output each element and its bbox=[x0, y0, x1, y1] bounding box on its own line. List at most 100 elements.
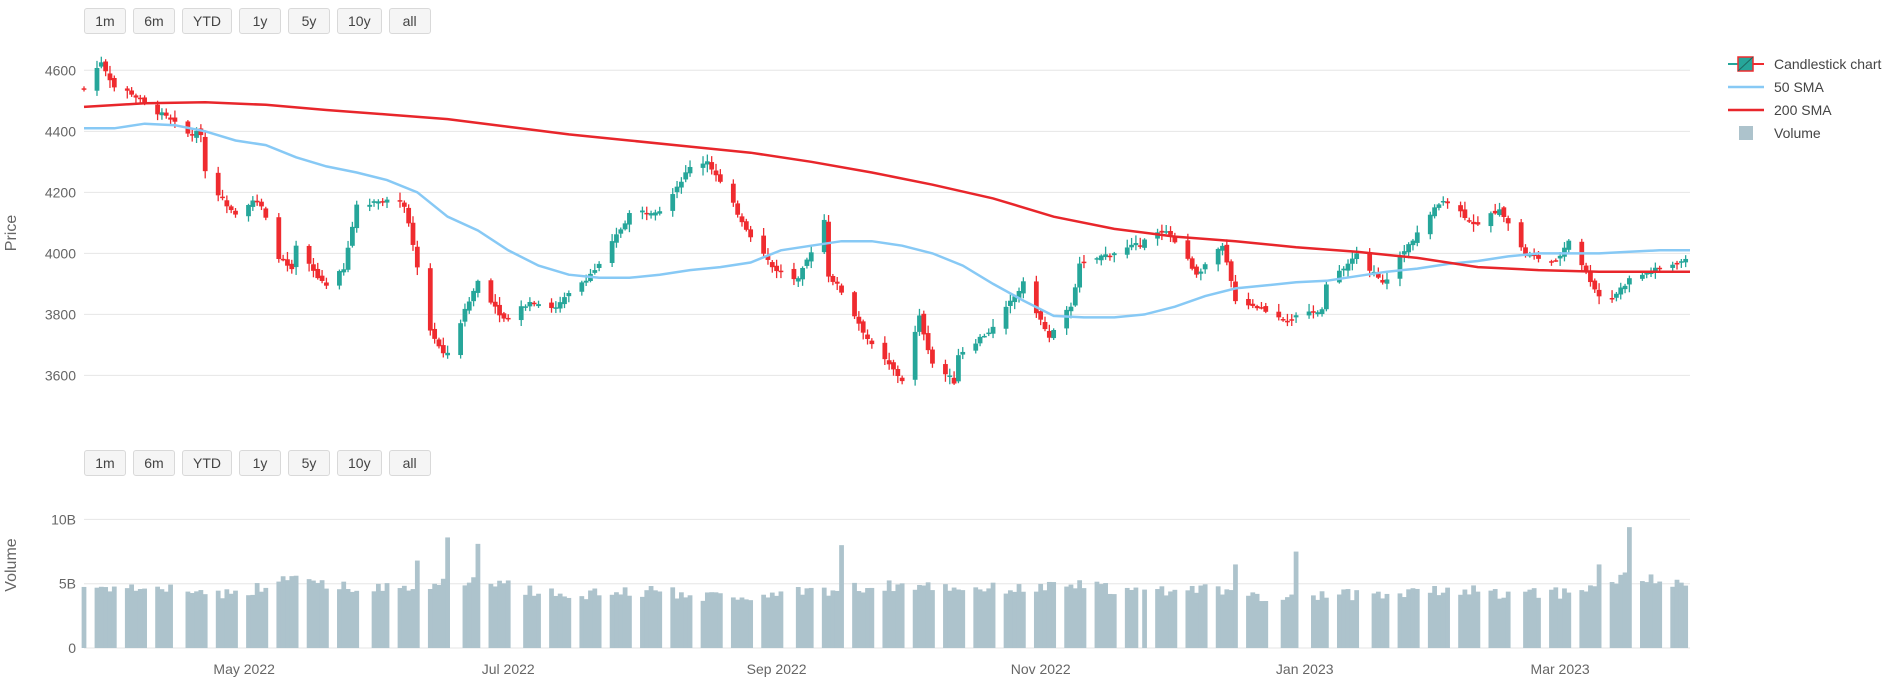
candle bbox=[1276, 303, 1282, 321]
candle bbox=[748, 225, 754, 242]
candle-body bbox=[1432, 207, 1437, 217]
candle-body bbox=[1072, 287, 1078, 306]
volume-bar bbox=[930, 590, 935, 648]
candle-body bbox=[168, 117, 173, 120]
candle bbox=[501, 311, 507, 322]
candle bbox=[427, 263, 433, 336]
candle-body bbox=[445, 352, 451, 356]
candle-body bbox=[384, 199, 390, 203]
candle bbox=[198, 124, 204, 143]
candle-body bbox=[215, 172, 221, 196]
candle-body bbox=[1497, 209, 1502, 216]
volume-bar bbox=[1246, 595, 1251, 648]
candle bbox=[1432, 204, 1437, 219]
candle-body bbox=[640, 210, 645, 213]
candle bbox=[406, 204, 412, 227]
candle-body bbox=[886, 360, 892, 365]
candle bbox=[886, 352, 892, 370]
candle bbox=[821, 214, 827, 255]
volume-bar bbox=[1254, 593, 1260, 648]
volume-bar bbox=[743, 599, 749, 648]
volume-bar bbox=[436, 584, 442, 648]
range-selector-top: 1m 6m YTD 1y 5y 10y all bbox=[84, 8, 431, 34]
range-all-button[interactable]: all bbox=[388, 8, 431, 34]
candle-body bbox=[263, 208, 269, 218]
candle bbox=[1289, 314, 1295, 327]
candle-body bbox=[774, 265, 779, 272]
candle-body bbox=[869, 340, 875, 345]
candle bbox=[505, 314, 511, 322]
candle-body bbox=[1527, 254, 1533, 257]
range-ytd-button[interactable]: YTD bbox=[182, 8, 232, 34]
volume-bar bbox=[341, 581, 347, 648]
legend-item-sma50[interactable]: 50 SMA bbox=[1728, 75, 1881, 98]
legend-item-candlestick[interactable]: Candlestick chart bbox=[1728, 52, 1881, 75]
candle-body bbox=[839, 285, 844, 293]
range-6m-button[interactable]: 6m bbox=[133, 450, 175, 476]
volume-bar bbox=[497, 580, 502, 648]
candle-body bbox=[523, 306, 528, 308]
candle bbox=[375, 199, 381, 210]
candle bbox=[1445, 198, 1450, 209]
x-tick-label: Sep 2022 bbox=[747, 661, 807, 677]
volume-bar bbox=[579, 596, 585, 648]
legend-item-volume[interactable]: Volume bbox=[1728, 121, 1881, 144]
candle bbox=[350, 221, 355, 248]
range-5y-button[interactable]: 5y bbox=[288, 8, 330, 34]
candle-body bbox=[1414, 232, 1420, 243]
volume-bar bbox=[124, 588, 130, 648]
candle bbox=[951, 371, 957, 385]
candle-body bbox=[189, 134, 195, 136]
range-10y-button[interactable]: 10y bbox=[337, 450, 382, 476]
candle-body bbox=[1198, 271, 1204, 274]
range-1m-button[interactable]: 1m bbox=[84, 8, 126, 34]
range-all-button[interactable]: all bbox=[388, 450, 431, 476]
range-6m-button[interactable]: 6m bbox=[133, 8, 175, 34]
candle bbox=[1566, 239, 1572, 254]
volume-bar bbox=[1648, 574, 1654, 648]
volume-bar bbox=[350, 591, 355, 648]
range-1m-button[interactable]: 1m bbox=[84, 450, 126, 476]
candle-body bbox=[1220, 245, 1225, 251]
candle-body bbox=[709, 162, 715, 170]
candle-body bbox=[1007, 300, 1013, 306]
candle-body bbox=[1246, 298, 1251, 306]
volume-bar bbox=[1142, 589, 1147, 648]
candle-body bbox=[1094, 258, 1100, 260]
legend-item-sma200[interactable]: 200 SMA bbox=[1728, 98, 1881, 121]
volume-bar bbox=[1038, 583, 1044, 648]
volume-bar bbox=[1492, 589, 1498, 648]
volume-bar bbox=[220, 598, 225, 648]
volume-bar bbox=[769, 592, 775, 648]
volume-bar bbox=[1440, 592, 1446, 648]
volume-bar bbox=[311, 580, 316, 648]
range-5y-button[interactable]: 5y bbox=[288, 450, 330, 476]
candle bbox=[1111, 251, 1117, 263]
range-ytd-button[interactable]: YTD bbox=[182, 450, 232, 476]
volume-bar bbox=[1445, 587, 1450, 648]
candle bbox=[107, 65, 113, 88]
volume-bar bbox=[1033, 591, 1039, 648]
candle bbox=[1038, 309, 1044, 326]
candle bbox=[912, 325, 918, 386]
candle bbox=[1354, 246, 1360, 264]
candle-body bbox=[1583, 265, 1589, 271]
volume-bar bbox=[943, 584, 948, 648]
candle bbox=[1137, 237, 1143, 249]
volume-bar bbox=[982, 591, 987, 648]
candle-body bbox=[1189, 258, 1195, 269]
volume-bar bbox=[224, 589, 230, 648]
candle bbox=[1627, 275, 1632, 293]
volume-bar bbox=[1046, 581, 1052, 648]
volume-bar bbox=[795, 587, 801, 648]
candle-body bbox=[1505, 218, 1511, 224]
candle bbox=[1163, 224, 1169, 235]
range-1y-button[interactable]: 1y bbox=[239, 450, 281, 476]
range-1y-button[interactable]: 1y bbox=[239, 8, 281, 34]
candle-body bbox=[1380, 279, 1386, 283]
volume-bar bbox=[168, 584, 173, 648]
range-10y-button[interactable]: 10y bbox=[337, 8, 382, 34]
volume-bar bbox=[523, 594, 528, 648]
candle-body bbox=[1471, 221, 1476, 225]
candle-body bbox=[748, 229, 754, 238]
